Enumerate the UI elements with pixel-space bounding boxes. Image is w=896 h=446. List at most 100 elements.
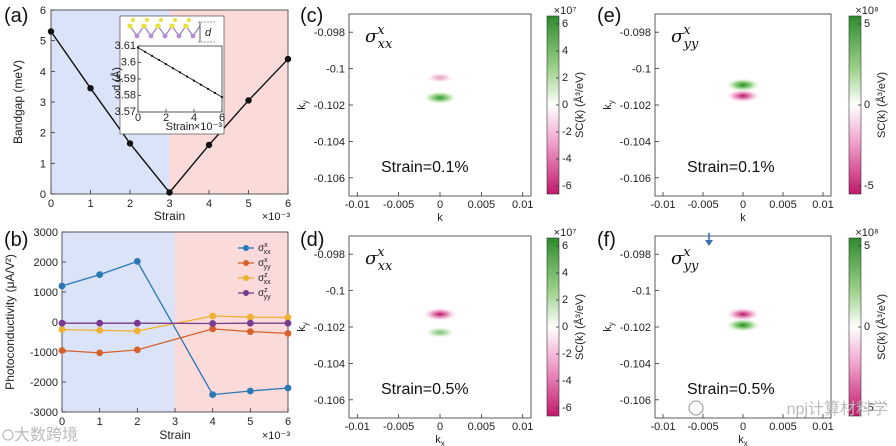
atom-purple — [190, 33, 196, 39]
data-point-series-0 — [209, 391, 217, 398]
data-point-series-2 — [284, 314, 292, 321]
panel-label-e: (e) — [597, 5, 621, 27]
colorbar-tick-label-f: 0 — [864, 321, 870, 333]
watermark-left: 大数跨境 — [14, 425, 78, 444]
inset-x-exponent: ×10⁻³ — [194, 121, 222, 133]
inset-data-point — [213, 91, 217, 95]
inset-data-point — [220, 96, 224, 99]
watermark-left-icon — [2, 429, 14, 441]
xtick-label-b: 1 — [97, 416, 103, 428]
xtick-label-b: 2 — [134, 416, 140, 428]
colorbar-tick-label-f: 5 — [864, 240, 870, 252]
heatmap-xtick-label-c: -0.005 — [383, 199, 414, 211]
heatmap-ytick-label-e: -0.1 — [632, 64, 651, 76]
ytick-label-b: -1000 — [30, 347, 58, 359]
heatmap-ylabel-e: ky — [602, 100, 616, 110]
xtick-label-b: 4 — [210, 416, 216, 428]
strain-label-c: Strain=0.1% — [381, 159, 469, 176]
panel-label-a: (a) — [4, 5, 28, 27]
inset-data-point — [185, 75, 189, 78]
ytick-label-a: 3 — [40, 97, 46, 109]
xtick-label-b: 3 — [172, 416, 178, 428]
heatmap-ylabel-f: ky — [602, 322, 616, 332]
atom-purple — [134, 33, 140, 39]
sigma-label-c: σx xx — [365, 23, 393, 52]
atom-yellow — [141, 23, 147, 29]
atom-yellow — [183, 23, 189, 29]
colorbar-exponent-f: ×10⁸ — [855, 227, 878, 239]
data-point-series-0 — [96, 271, 104, 278]
strain-label-d: Strain=0.5% — [381, 381, 469, 398]
ytick-label-a: 4 — [40, 66, 46, 78]
xlabel-b: Strain — [159, 428, 190, 442]
data-point-series-2 — [246, 313, 254, 321]
ytick-label-b: -2000 — [30, 377, 58, 389]
xlabel-a: Strain — [154, 209, 185, 223]
heatmap-ytick-label-e: -0.102 — [620, 100, 651, 112]
heatmap-xtick-label-c: 0.005 — [468, 199, 496, 211]
data-point-series-0 — [133, 258, 141, 265]
colorbar-tick-label-c: -2 — [562, 126, 572, 138]
colorbar-tick-label-e: -5 — [864, 180, 874, 192]
sigma-label-d: σx xx — [365, 245, 393, 274]
heatmap-ylabel-d: ky — [296, 322, 310, 332]
atom-yellow — [131, 18, 135, 22]
panel-label-c: (c) — [300, 5, 323, 27]
ylabel-a: Bandgap (meV) — [11, 60, 25, 144]
atom-yellow — [169, 23, 175, 29]
data-point-series-1 — [96, 349, 104, 357]
heatmap-xlabel-c: k — [437, 212, 443, 224]
strain-label-e: Strain=0.1% — [687, 159, 775, 176]
ytick-label-b: -3000 — [30, 407, 58, 419]
shade-right-b — [175, 232, 288, 412]
colorbar-tick-label-c: -4 — [562, 153, 572, 165]
heatmap-bg-c — [349, 14, 531, 196]
heatmap-bg-e — [655, 14, 831, 196]
inset-data-point — [171, 67, 175, 70]
data-point-series-1 — [284, 330, 292, 337]
heatmap-xtick-label-d: 0.01 — [512, 421, 533, 433]
inset-ytick-label: 3.59 — [115, 73, 136, 85]
heatmap-xtick-label-d: 0.005 — [468, 421, 496, 433]
colorbar-label-d: SC(k) (Å³/eV) — [573, 294, 586, 360]
inset-xtick-label: 4 — [191, 112, 197, 124]
colorbar-tick-label-d: -2 — [562, 348, 572, 360]
ytick-label-b: 0 — [52, 317, 58, 329]
ytick-label-a: 5 — [40, 36, 46, 48]
legend-label-0: σx xx — [258, 242, 271, 256]
legend-label-2: σz xx — [258, 272, 271, 286]
data-point-series-3 — [133, 319, 141, 327]
data-point-series-3 — [96, 319, 104, 327]
ytick-label-b: 2000 — [34, 257, 58, 269]
inset-xlabel: Strain — [166, 121, 195, 133]
colorbar-tick-label-e: 5 — [864, 18, 870, 30]
data-point-series-2 — [133, 327, 141, 335]
colorbar-tick-label-e: 0 — [864, 99, 870, 111]
colorbar-tick-label-c: 4 — [562, 45, 568, 57]
data-point-series-0 — [284, 384, 292, 392]
series-line-1 — [61, 328, 289, 354]
colorbar-tick-label-f: -5 — [864, 402, 874, 414]
data-point-series-3 — [58, 319, 66, 327]
ylabel-b: Photoconductivity (μA/V²) — [3, 254, 17, 390]
shade-left-b — [62, 232, 175, 412]
data-point-series-2 — [58, 326, 66, 333]
heatmap-blob-green-d — [424, 326, 456, 339]
colorbar-label-c: SC(k) (Å³/eV) — [573, 72, 586, 138]
heatmap-blob-pink-e — [725, 88, 761, 103]
heatmap-ytick-label-c: -0.106 — [314, 173, 345, 185]
heatmap-xtick-label-e: -0.01 — [650, 199, 675, 211]
data-point-series-1 — [209, 325, 217, 333]
colorbar-tick-label-c: 2 — [562, 72, 568, 84]
heatmap-xlabel-f: kx — [738, 434, 748, 446]
colorbar-label-e: SC(k) (Å³/eV) — [875, 72, 888, 138]
atom-yellow — [127, 23, 133, 29]
heatmap-ytick-label-c: -0.104 — [314, 136, 345, 148]
legend-label-1: σx yy — [258, 257, 271, 271]
heatmap-ytick-label-c: -0.102 — [314, 100, 345, 112]
data-point-series-0 — [246, 387, 254, 395]
heatmap-ytick-label-c: -0.1 — [326, 64, 345, 76]
data-point-bandgap — [87, 85, 94, 92]
data-point-series-1 — [58, 347, 66, 354]
strain-label-f: Strain=0.5% — [687, 381, 775, 398]
